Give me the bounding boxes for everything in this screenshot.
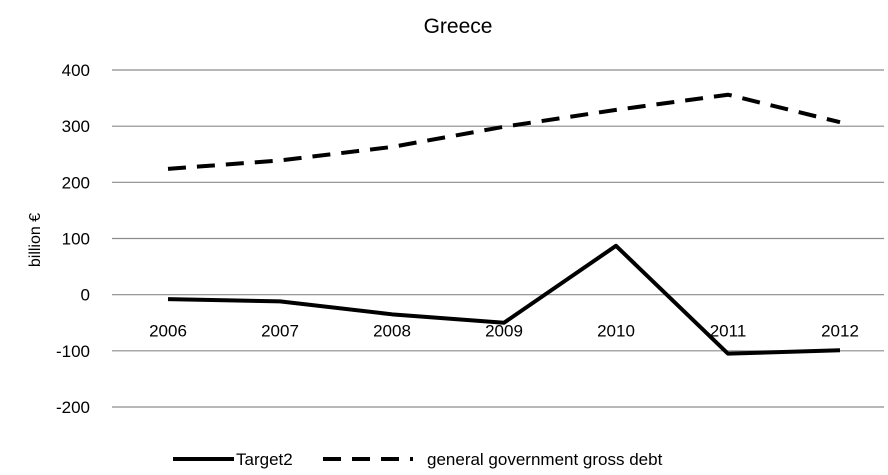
series-lines [168, 95, 840, 354]
y-tick-label: 100 [62, 230, 90, 249]
y-tick-label: 200 [62, 173, 90, 192]
y-tick-label: 300 [62, 117, 90, 136]
x-tick-label: 2006 [149, 322, 187, 341]
chart-title: Greece [424, 15, 493, 38]
y-tick-label: -200 [56, 398, 90, 417]
y-axis-label: billion € [27, 213, 44, 267]
series-line-gross-debt [168, 95, 840, 169]
legend-label: general government gross debt [427, 450, 663, 469]
x-tick-label: 2012 [821, 322, 859, 341]
y-tick-label: 400 [62, 61, 90, 80]
legend-label: Target2 [236, 450, 293, 469]
x-tick-label: 2007 [261, 322, 299, 341]
x-tick-label: 2011 [710, 322, 747, 341]
gridlines [112, 70, 884, 407]
x-tick-label: 2010 [597, 322, 635, 341]
y-tick-labels: 400 300 200 100 0 -100 -200 [56, 61, 90, 417]
x-tick-label: 2008 [373, 322, 411, 341]
legend: Target2 general government gross debt [173, 450, 663, 469]
y-tick-label: 0 [81, 286, 90, 305]
y-tick-label: -100 [56, 342, 90, 361]
